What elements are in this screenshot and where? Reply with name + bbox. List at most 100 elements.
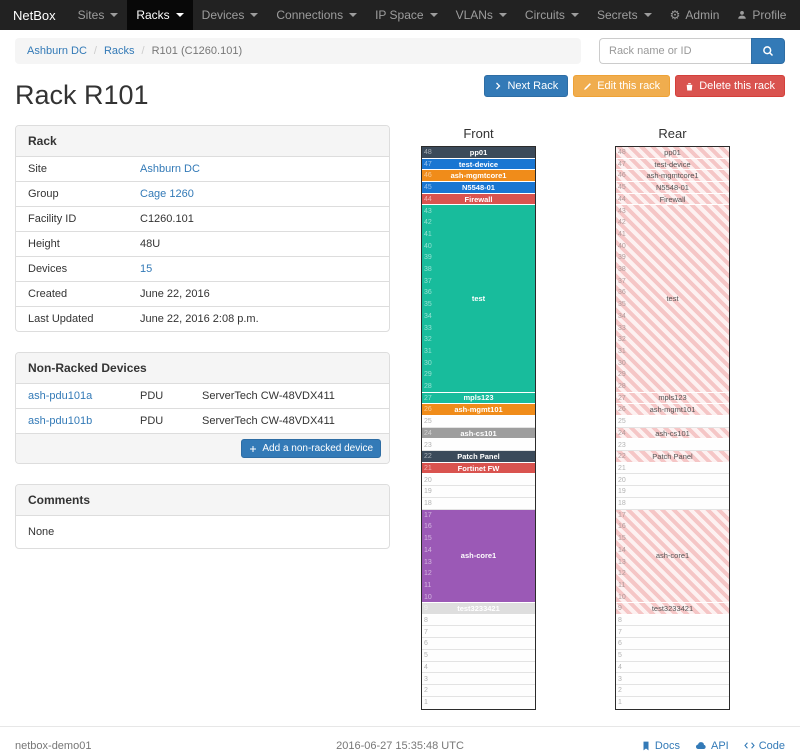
search-input[interactable] xyxy=(599,38,751,64)
nav-racks[interactable]: Racks xyxy=(127,0,193,30)
rack-device[interactable]: test-device xyxy=(422,158,535,171)
rack-empty-unit xyxy=(422,486,535,498)
rack-device[interactable]: test xyxy=(616,205,729,393)
rack-grid-front: 48 47 46 45 44 43 42 41 40 39 38 37 36 35 34 33 32 31 30 29… xyxy=(421,146,536,710)
api-link[interactable]: API xyxy=(695,740,729,752)
rack-device[interactable]: ash-mgmt101 xyxy=(422,404,535,416)
rack-device[interactable]: N5548-01 xyxy=(422,182,535,194)
chevron-down-icon xyxy=(175,13,184,17)
rack-device[interactable]: test xyxy=(422,205,535,393)
rack-device[interactable]: mpls123 xyxy=(422,392,535,405)
nav-devices[interactable]: Devices xyxy=(193,0,268,30)
rack-empty-unit xyxy=(616,661,729,674)
device-model: ServerTech CW-48VDX411 xyxy=(202,390,335,402)
panel-title: Rack xyxy=(16,126,389,157)
rack-device[interactable]: test3233421 xyxy=(422,603,535,615)
device-link[interactable]: ash-pdu101a xyxy=(28,390,93,402)
rack-device[interactable]: Fortinet FW xyxy=(422,462,535,475)
attr-label: Created xyxy=(16,281,128,307)
rack-device[interactable]: ash-core1 xyxy=(616,509,729,604)
breadcrumb-separator: / xyxy=(93,45,97,57)
rack-elevation-rear: Rear 48 47 46 45 44 43 42 41 40 39 38 37 36 35 34 33 32 3… xyxy=(615,125,730,710)
non-racked-devices-panel: Non-Racked Devices ash-pdu101a PDU Serve… xyxy=(15,352,390,464)
nav-sites[interactable]: Sites xyxy=(69,0,128,30)
nav-label: IP Space xyxy=(375,8,424,22)
rack-device[interactable]: pp01 xyxy=(422,147,535,159)
nav-admin[interactable]: ⚙ Admin xyxy=(661,0,729,30)
rack-empty-unit xyxy=(422,638,535,650)
rack-device[interactable]: test3233421 xyxy=(616,603,729,615)
panel-title: Non-Racked Devices xyxy=(16,353,389,384)
site-link[interactable]: Ashburn DC xyxy=(140,163,200,175)
rack-device[interactable]: pp01 xyxy=(616,147,729,159)
nav-connections[interactable]: Connections xyxy=(267,0,366,30)
devices-count-link[interactable]: 15 xyxy=(140,263,153,275)
rack-empty-unit xyxy=(422,626,535,639)
brand-logo[interactable]: NetBox xyxy=(13,7,56,23)
rack-device[interactable]: ash-mgmt101 xyxy=(616,404,729,416)
rack-face-title-front: Front xyxy=(463,126,494,141)
device-name: ash-pdu101b xyxy=(16,408,128,433)
rack-empty-unit xyxy=(422,696,535,709)
link-label: Code xyxy=(758,739,786,752)
rack-empty-unit xyxy=(616,497,729,510)
device-role: PDU xyxy=(128,408,190,433)
add-non-racked-device-button[interactable]: Add a non-racked device xyxy=(241,439,381,458)
rack-device[interactable]: Patch Panel xyxy=(422,451,535,463)
rack-face-title-rear: Rear xyxy=(658,126,687,141)
rack-empty-unit xyxy=(422,614,535,627)
rack-device[interactable]: Firewall xyxy=(616,193,729,206)
search-button[interactable] xyxy=(751,38,785,64)
rack-device[interactable]: Firewall xyxy=(422,193,535,206)
device-link[interactable]: ash-pdu101b xyxy=(28,415,93,427)
button-label: Delete this rack xyxy=(699,80,775,92)
nav-secrets[interactable]: Secrets xyxy=(588,0,661,30)
table-row: Height 48U xyxy=(16,231,389,257)
page-footer: netbox-demo01 2016-06-27 15:35:48 UTC Do… xyxy=(0,725,800,753)
rack-elevation-front: Front 48 47 46 45 44 43 42 41 40 39 38 37 36 35 34 33 32… xyxy=(421,125,536,710)
breadcrumb-racks-link[interactable]: Racks xyxy=(103,45,135,57)
link-label: API xyxy=(710,739,729,752)
rack-empty-unit xyxy=(616,439,729,452)
nav-label: Devices xyxy=(201,8,245,22)
rack-empty-unit xyxy=(616,696,729,709)
edit-rack-button[interactable]: Edit this rack xyxy=(573,75,671,97)
rack-device[interactable]: ash-cs101 xyxy=(422,427,535,440)
breadcrumb-site-link[interactable]: Ashburn DC xyxy=(27,45,87,57)
rack-device[interactable]: ash-core1 xyxy=(422,509,535,604)
navbar-right: ⚙ Admin Profile Log out xyxy=(661,0,800,30)
nav-vlans[interactable]: VLANs xyxy=(447,0,516,30)
main-content: Rack Site Ashburn DC Group Cage 1260 Facil… xyxy=(0,125,800,710)
comments-panel: Comments None xyxy=(15,484,390,549)
code-link[interactable]: Code xyxy=(744,740,785,752)
nav-logout[interactable]: Log out xyxy=(795,0,800,30)
group-link[interactable]: Cage 1260 xyxy=(140,188,194,200)
rack-device[interactable]: ash-cs101 xyxy=(616,427,729,440)
attr-label: Facility ID xyxy=(16,206,128,232)
nav-circuits[interactable]: Circuits xyxy=(516,0,588,30)
rack-device[interactable]: Patch Panel xyxy=(616,451,729,463)
docs-link[interactable]: Docs xyxy=(641,740,680,752)
button-label: Next Rack xyxy=(507,80,559,92)
rack-empty-unit xyxy=(422,497,535,510)
nav-profile[interactable]: Profile xyxy=(728,0,795,30)
rack-device[interactable]: mpls123 xyxy=(616,392,729,405)
rack-empty-unit xyxy=(616,416,729,428)
rack-device[interactable]: test-device xyxy=(616,158,729,171)
delete-rack-button[interactable]: Delete this rack xyxy=(675,75,785,97)
rack-device[interactable]: N5548-01 xyxy=(616,182,729,194)
table-row: Devices 15 xyxy=(16,256,389,282)
table-row: ash-pdu101b PDU ServerTech CW-48VDX411 xyxy=(16,408,389,433)
next-rack-button[interactable]: Next Rack xyxy=(484,75,569,97)
rack-empty-unit xyxy=(616,673,729,685)
chevron-down-icon xyxy=(498,13,507,17)
top-navbar: NetBox Sites Racks Devices Connections I… xyxy=(0,0,800,30)
rack-device[interactable]: ash-mgmtcore1 xyxy=(616,170,729,183)
rack-empty-unit xyxy=(422,649,535,662)
rack-search xyxy=(599,38,785,64)
table-row: Facility ID C1260.101 xyxy=(16,206,389,232)
nav-ip-space[interactable]: IP Space xyxy=(366,0,446,30)
rack-device[interactable]: ash-mgmtcore1 xyxy=(422,170,535,183)
rack-empty-unit xyxy=(616,462,729,475)
rack-empty-unit xyxy=(422,684,535,697)
